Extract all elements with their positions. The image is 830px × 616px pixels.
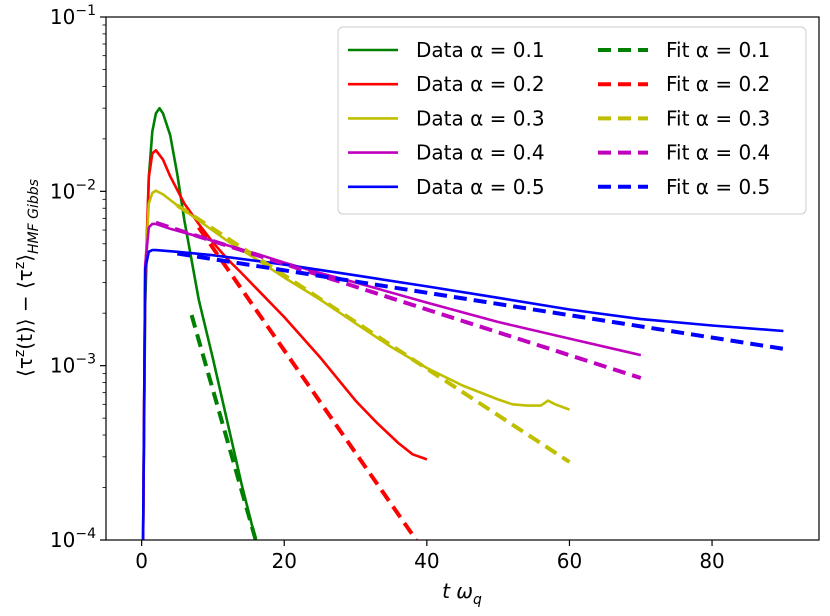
legend-label: Fit α = 0.1 [666, 38, 770, 62]
x-tick-label: 40 [414, 549, 439, 573]
series-line-4 [141, 248, 784, 540]
y-axis-label: ⟨τz(t)⟩ − ⟨τz⟩HMF Gibbs [12, 179, 42, 377]
series-line-8 [155, 220, 642, 380]
y-tick-label: 10−1 [50, 3, 96, 29]
series-line-9 [176, 251, 784, 351]
y-tick-label: 10−3 [50, 352, 96, 378]
series-line-7 [176, 203, 571, 464]
legend-box [337, 26, 807, 215]
legend-label: Data α = 0.5 [416, 175, 545, 199]
x-tick-label: 60 [557, 549, 582, 573]
plot-frame [105, 16, 820, 541]
series-line-1 [141, 149, 428, 540]
legend-label: Data α = 0.4 [416, 141, 545, 165]
x-tick-label: 20 [272, 549, 297, 573]
legend-label: Fit α = 0.3 [666, 106, 770, 130]
x-tick-label: 80 [699, 549, 724, 573]
y-tick-label: 10−4 [50, 526, 96, 552]
y-tick-label: 10−2 [50, 177, 96, 203]
legend-label: Fit α = 0.5 [666, 175, 770, 199]
x-axis-label: t ωq [442, 579, 482, 608]
legend-label: Fit α = 0.2 [666, 72, 770, 96]
legend-label: Data α = 0.2 [416, 72, 545, 96]
x-tick-label: 0 [135, 549, 148, 573]
legend-label: Fit α = 0.4 [666, 141, 770, 165]
series-line-6 [197, 226, 418, 540]
legend-label: Data α = 0.1 [416, 38, 545, 62]
legend-label: Data α = 0.3 [416, 106, 545, 130]
